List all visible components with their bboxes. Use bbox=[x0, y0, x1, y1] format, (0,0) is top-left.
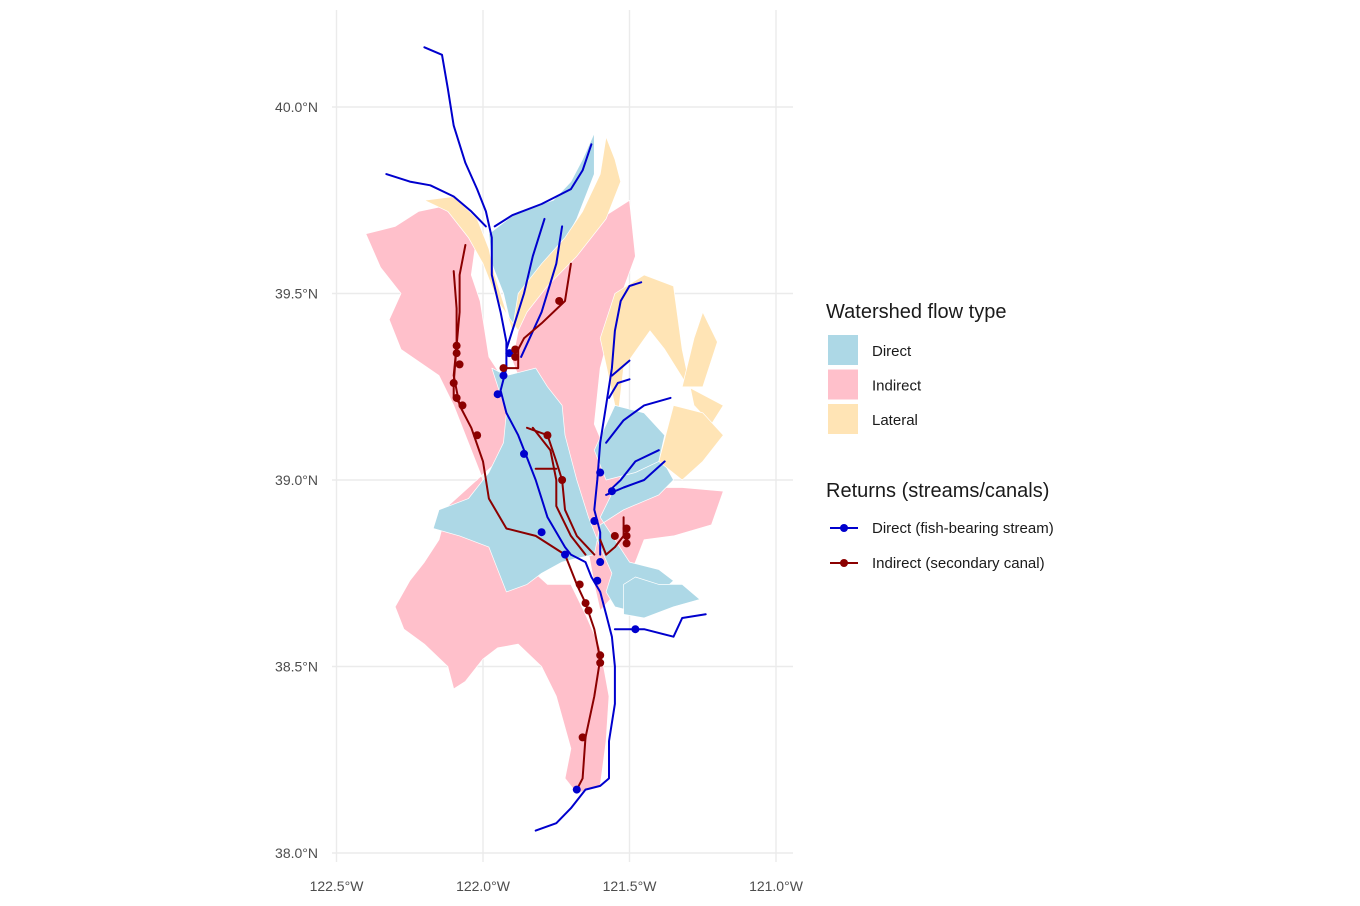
stream-line bbox=[605, 396, 672, 444]
legend: Watershed flow type Returns (streams/can… bbox=[826, 301, 1054, 572]
y-tick-label: 38.0°N bbox=[275, 845, 318, 861]
canal-return-point bbox=[449, 379, 458, 388]
stream-return-point bbox=[520, 449, 529, 458]
watershed-direct bbox=[593, 405, 666, 481]
canal-return-point bbox=[575, 580, 584, 589]
stream-return-point bbox=[505, 349, 514, 358]
stream-line bbox=[520, 225, 564, 358]
legend-label-indirect: Indirect bbox=[872, 378, 922, 395]
canal-return-point bbox=[452, 349, 461, 358]
stream-return-point bbox=[593, 576, 602, 585]
canal-return-point bbox=[596, 651, 605, 660]
canal-return-point bbox=[511, 345, 520, 354]
canal-return-point bbox=[473, 431, 482, 440]
y-tick-label: 39.0°N bbox=[275, 472, 318, 488]
watershed-lateral bbox=[681, 311, 718, 388]
stream-return-point bbox=[572, 785, 581, 794]
stream-return-point bbox=[631, 625, 640, 634]
legend-point-key bbox=[840, 559, 848, 567]
stream-line bbox=[593, 281, 643, 556]
canal-return-point bbox=[511, 352, 520, 361]
canal-return-point bbox=[455, 360, 464, 369]
legend-label-direct: Direct bbox=[872, 343, 912, 360]
stream-return-point bbox=[537, 528, 546, 537]
stream-return-point bbox=[590, 517, 599, 526]
x-tick-label: 122.0°W bbox=[456, 878, 511, 894]
y-tick-label: 39.5°N bbox=[275, 286, 318, 302]
stream-return-point bbox=[493, 390, 502, 399]
canal-return-point bbox=[558, 476, 567, 484]
stream-return-point bbox=[499, 371, 508, 380]
canal-return-point bbox=[622, 531, 631, 540]
canal-return-point bbox=[622, 524, 631, 533]
stream-line bbox=[608, 378, 631, 399]
canal-return-point bbox=[452, 393, 461, 402]
legend-swatch-direct bbox=[828, 335, 858, 365]
canal-return-point bbox=[581, 599, 590, 608]
canal-line bbox=[599, 538, 608, 556]
stream-line bbox=[613, 613, 707, 638]
watershed-polygons bbox=[365, 132, 724, 794]
stream-line bbox=[610, 359, 631, 377]
watershed-direct bbox=[623, 576, 701, 619]
stream-line bbox=[505, 217, 546, 351]
stream-line bbox=[385, 173, 487, 228]
axis-tick-labels: 122.5°W 122.0°W 121.5°W 121.0°W 40.0°N 39.5°N… bbox=[275, 99, 804, 894]
legend-label-lateral: Lateral bbox=[872, 412, 918, 429]
stream-line bbox=[493, 143, 593, 228]
x-tick-label: 121.5°W bbox=[603, 878, 658, 894]
canal-return-point bbox=[578, 733, 587, 742]
canal-return-point bbox=[596, 658, 605, 667]
canal-line bbox=[502, 262, 572, 370]
legend-line-label: Direct (fish-bearing stream) bbox=[872, 520, 1054, 537]
stream-return-point bbox=[596, 468, 605, 477]
canal-return-point bbox=[543, 431, 552, 440]
stream-return-point bbox=[596, 558, 605, 567]
y-tick-label: 38.5°N bbox=[275, 659, 318, 675]
line-legend-title: Returns (streams/canals) bbox=[826, 480, 1049, 502]
canal-return-point bbox=[584, 606, 593, 615]
stream-line bbox=[423, 46, 616, 832]
watershed-lateral bbox=[658, 405, 724, 481]
canal-return-point bbox=[452, 341, 461, 350]
x-tick-label: 121.0°W bbox=[749, 878, 804, 894]
canal-return-point bbox=[622, 539, 631, 548]
stream-return-point bbox=[561, 550, 570, 559]
legend-swatch-indirect bbox=[828, 369, 858, 400]
return-points bbox=[449, 296, 640, 794]
canal-return-point bbox=[499, 364, 508, 373]
canal-line bbox=[531, 426, 587, 556]
stream-line bbox=[608, 449, 660, 493]
canal-return-point bbox=[610, 531, 619, 540]
legend-line-label: Indirect (secondary canal) bbox=[872, 555, 1045, 572]
y-tick-label: 40.0°N bbox=[275, 99, 318, 115]
x-tick-label: 122.5°W bbox=[310, 878, 365, 894]
canal-return-point bbox=[458, 401, 467, 410]
canal-return-point bbox=[555, 296, 564, 305]
fill-legend-title: Watershed flow type bbox=[826, 301, 1006, 323]
legend-point-key bbox=[840, 524, 848, 532]
legend-swatch-lateral bbox=[828, 404, 858, 434]
stream-return-point bbox=[607, 487, 616, 496]
